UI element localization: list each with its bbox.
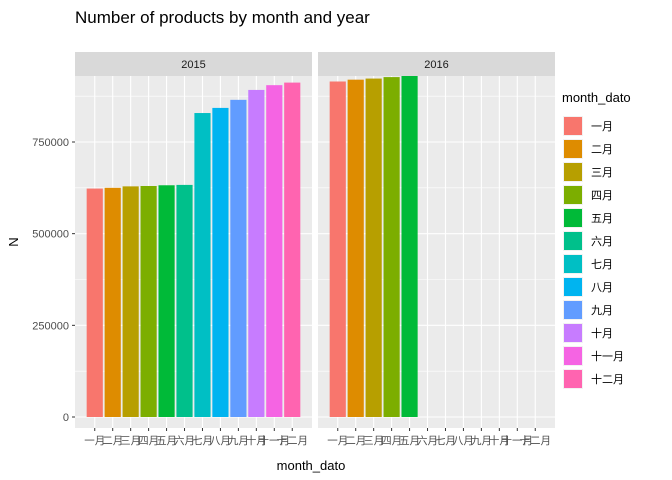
x-tick-label: 三月 xyxy=(120,435,141,447)
bar-2015-0 xyxy=(86,188,103,417)
facet-label: 2016 xyxy=(424,59,448,71)
x-tick-label: 十二月 xyxy=(277,434,309,447)
bar-2015-8 xyxy=(230,99,247,417)
legend-key-0 xyxy=(564,117,582,135)
x-tick-label: 十二月 xyxy=(520,434,552,447)
x-axis-title: month_dato xyxy=(277,458,346,473)
bar-2015-6 xyxy=(194,113,211,418)
facet-strip xyxy=(318,52,555,76)
legend-key-6 xyxy=(564,255,582,273)
bar-2015-2 xyxy=(122,186,139,417)
bar-2016-2 xyxy=(365,78,382,418)
legend-label: 十一月 xyxy=(591,349,624,363)
legend-key-1 xyxy=(564,140,582,158)
x-tick-label: 四月 xyxy=(138,435,159,447)
x-tick-label: 二月 xyxy=(345,435,366,447)
bar-2016-3 xyxy=(383,77,400,417)
bar-2015-1 xyxy=(104,187,121,417)
x-tick-label: 十月 xyxy=(246,434,267,447)
bar-2015-7 xyxy=(212,107,229,418)
legend-key-7 xyxy=(564,278,582,296)
x-tick-label: 八月 xyxy=(210,435,231,447)
x-tick-label: 十月 xyxy=(489,434,510,447)
bar-2016-4 xyxy=(401,76,418,417)
bar-2015-4 xyxy=(158,185,175,417)
legend-key-10 xyxy=(564,347,582,365)
legend-label: 八月 xyxy=(591,282,613,294)
bar-2015-5 xyxy=(176,184,193,417)
bar-2015-3 xyxy=(140,186,157,417)
legend-label: 九月 xyxy=(591,304,613,317)
legend-key-2 xyxy=(564,163,582,181)
legend-label: 十二月 xyxy=(591,372,624,386)
bar-2015-9 xyxy=(248,89,265,417)
y-axis-title: N xyxy=(6,237,21,246)
bar-2016-1 xyxy=(347,79,364,418)
x-tick-label: 五月 xyxy=(156,435,177,447)
y-tick-label: 750000 xyxy=(32,137,69,149)
facet-label: 2015 xyxy=(181,59,205,71)
x-tick-label: 七月 xyxy=(192,435,213,447)
legend-label: 三月 xyxy=(591,167,613,179)
legend-key-8 xyxy=(564,301,582,319)
x-tick-label: 三月 xyxy=(363,435,384,447)
legend-label: 五月 xyxy=(591,213,613,225)
x-tick-label: 九月 xyxy=(471,435,492,447)
y-tick-label: 0 xyxy=(63,412,69,424)
legend-key-3 xyxy=(564,186,582,204)
x-tick-label: 十一月 xyxy=(502,434,534,447)
x-tick-label: 六月 xyxy=(174,435,195,447)
x-tick-label: 九月 xyxy=(228,435,249,447)
legend-title: month_dato xyxy=(562,90,631,105)
facet-panels: 2015一月二月三月四月五月六月七月八月九月十月十一月十二月2016一月二月三月… xyxy=(75,52,555,447)
legend-key-11 xyxy=(564,370,582,388)
bar-2015-10 xyxy=(266,85,283,418)
x-tick-label: 四月 xyxy=(381,435,402,447)
legend-key-4 xyxy=(564,209,582,227)
chart-title: Number of products by month and year xyxy=(75,8,370,27)
legend-label: 十月 xyxy=(591,326,613,340)
y-axis: 0 250000 500000 750000 xyxy=(32,137,75,424)
x-tick-label: 五月 xyxy=(399,435,420,447)
bar-2015-11 xyxy=(284,82,301,417)
legend-label: 一月 xyxy=(591,121,613,133)
legend-label: 二月 xyxy=(591,144,613,156)
legend-label: 七月 xyxy=(591,258,613,271)
x-tick-label: 七月 xyxy=(435,435,456,447)
x-tick-label: 二月 xyxy=(102,435,123,447)
legend-label: 六月 xyxy=(591,235,613,248)
legend-key-9 xyxy=(564,324,582,342)
x-tick-label: 六月 xyxy=(417,435,438,447)
x-tick-label: 十一月 xyxy=(259,434,291,447)
legend-label: 四月 xyxy=(591,190,613,202)
bar-2016-0 xyxy=(329,81,346,417)
y-tick-label: 500000 xyxy=(32,229,69,241)
x-tick-label: 一月 xyxy=(327,435,348,447)
y-tick-label: 250000 xyxy=(32,320,69,332)
x-tick-label: 一月 xyxy=(84,435,105,447)
facet-strip xyxy=(75,52,312,76)
legend-key-5 xyxy=(564,232,582,250)
x-tick-label: 八月 xyxy=(453,435,474,447)
